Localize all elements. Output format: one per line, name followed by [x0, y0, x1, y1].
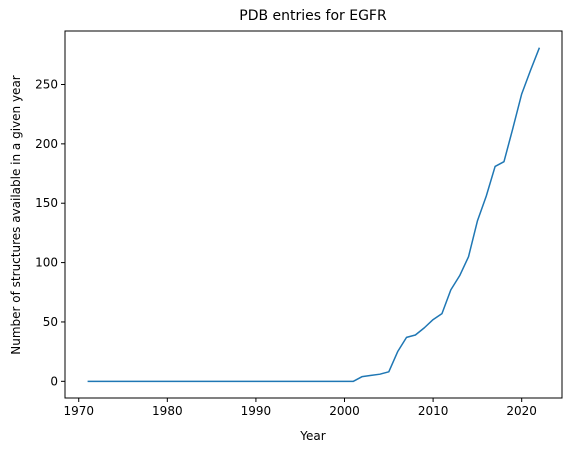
y-tick-label: 50: [43, 315, 58, 329]
y-tick-label: 250: [35, 77, 58, 91]
y-axis-label: Number of structures available in a give…: [9, 75, 23, 355]
x-tick-label: 2020: [506, 404, 537, 418]
x-tick-label: 1990: [241, 404, 272, 418]
plot-area: 1970 1980 1990 2000 2010 2020 0 50 100 150 200 250: [35, 47, 541, 418]
x-axis-label: Year: [299, 429, 325, 443]
y-tick-label: 200: [35, 137, 58, 151]
x-tick-label: 1970: [63, 404, 94, 418]
x-tick-label: 2000: [329, 404, 360, 418]
y-tick-label: 150: [35, 196, 58, 210]
chart-title: PDB entries for EGFR: [239, 8, 387, 24]
y-tick-label: 0: [50, 374, 58, 388]
x-tick-label: 2010: [418, 404, 449, 418]
x-tick-label: 1980: [152, 404, 183, 418]
y-tick-label: 100: [35, 256, 58, 270]
plot-frame: [64, 30, 563, 399]
series-line: [87, 47, 541, 383]
